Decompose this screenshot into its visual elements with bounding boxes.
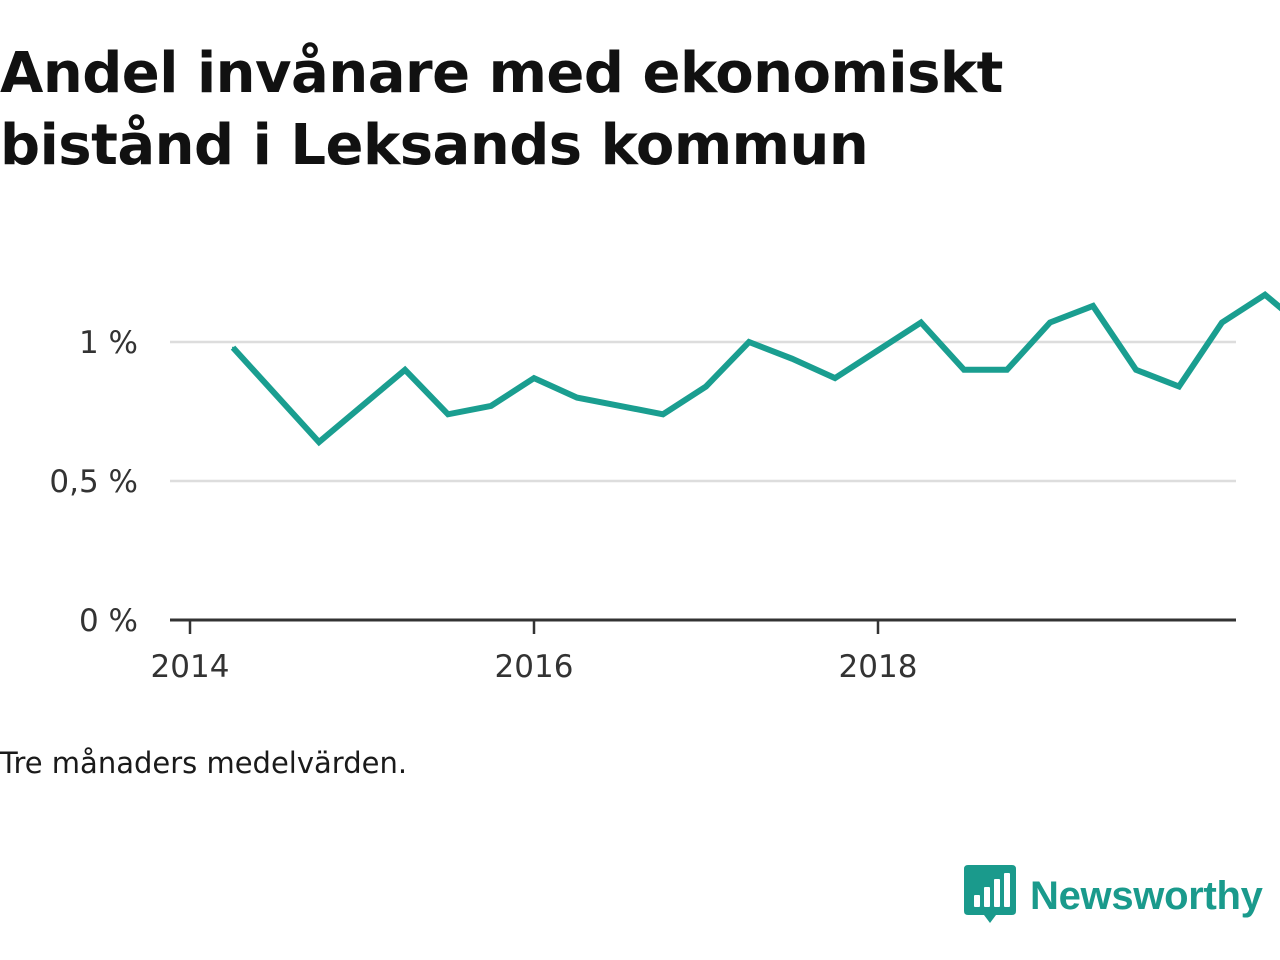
data-point bbox=[662, 413, 664, 416]
y-tick-label: 0,5 % bbox=[49, 464, 138, 500]
data-point bbox=[963, 368, 965, 371]
data-point bbox=[834, 377, 836, 380]
data-point bbox=[1264, 293, 1266, 296]
data-point bbox=[920, 321, 922, 324]
data-point bbox=[576, 396, 578, 399]
x-axis bbox=[170, 618, 1236, 634]
newsworthy-logo-icon bbox=[964, 865, 1016, 923]
data-point bbox=[1092, 304, 1094, 307]
data-point bbox=[533, 377, 535, 380]
data-point bbox=[1221, 321, 1223, 324]
y-tick-label: 0 % bbox=[79, 603, 138, 639]
y-tick-label: 1 % bbox=[79, 325, 138, 361]
x-tick-label: 2018 bbox=[839, 649, 918, 685]
data-point bbox=[791, 357, 793, 360]
series-layer bbox=[230, 290, 1280, 447]
data-point bbox=[619, 404, 621, 407]
data-point bbox=[232, 346, 234, 349]
data-point bbox=[318, 441, 320, 444]
data-point bbox=[1135, 368, 1137, 371]
x-axis-labels: 201420162018202120232025 bbox=[151, 649, 918, 685]
chart-caption: Tre månaders medelvärden. bbox=[0, 746, 408, 780]
series-line bbox=[230, 290, 1280, 447]
y-axis-labels: 0 % 0,5 % 1 % bbox=[49, 325, 138, 639]
data-point bbox=[447, 413, 449, 416]
data-point bbox=[877, 349, 879, 352]
data-point bbox=[705, 385, 707, 388]
data-point bbox=[1178, 385, 1180, 388]
data-point bbox=[404, 368, 406, 371]
x-tick-label: 2014 bbox=[151, 649, 230, 685]
x-tick-label: 2016 bbox=[495, 649, 574, 685]
brand-logo: Newsworthy bbox=[964, 864, 1263, 928]
gridlines bbox=[170, 340, 1236, 483]
chart-title: Andel invånare med ekonomiskt bistånd i … bbox=[0, 41, 1003, 178]
data-point bbox=[490, 404, 492, 407]
brand-name: Newsworthy bbox=[1030, 873, 1263, 918]
data-point bbox=[1006, 368, 1008, 371]
data-point bbox=[1049, 321, 1051, 324]
data-point bbox=[748, 341, 750, 343]
